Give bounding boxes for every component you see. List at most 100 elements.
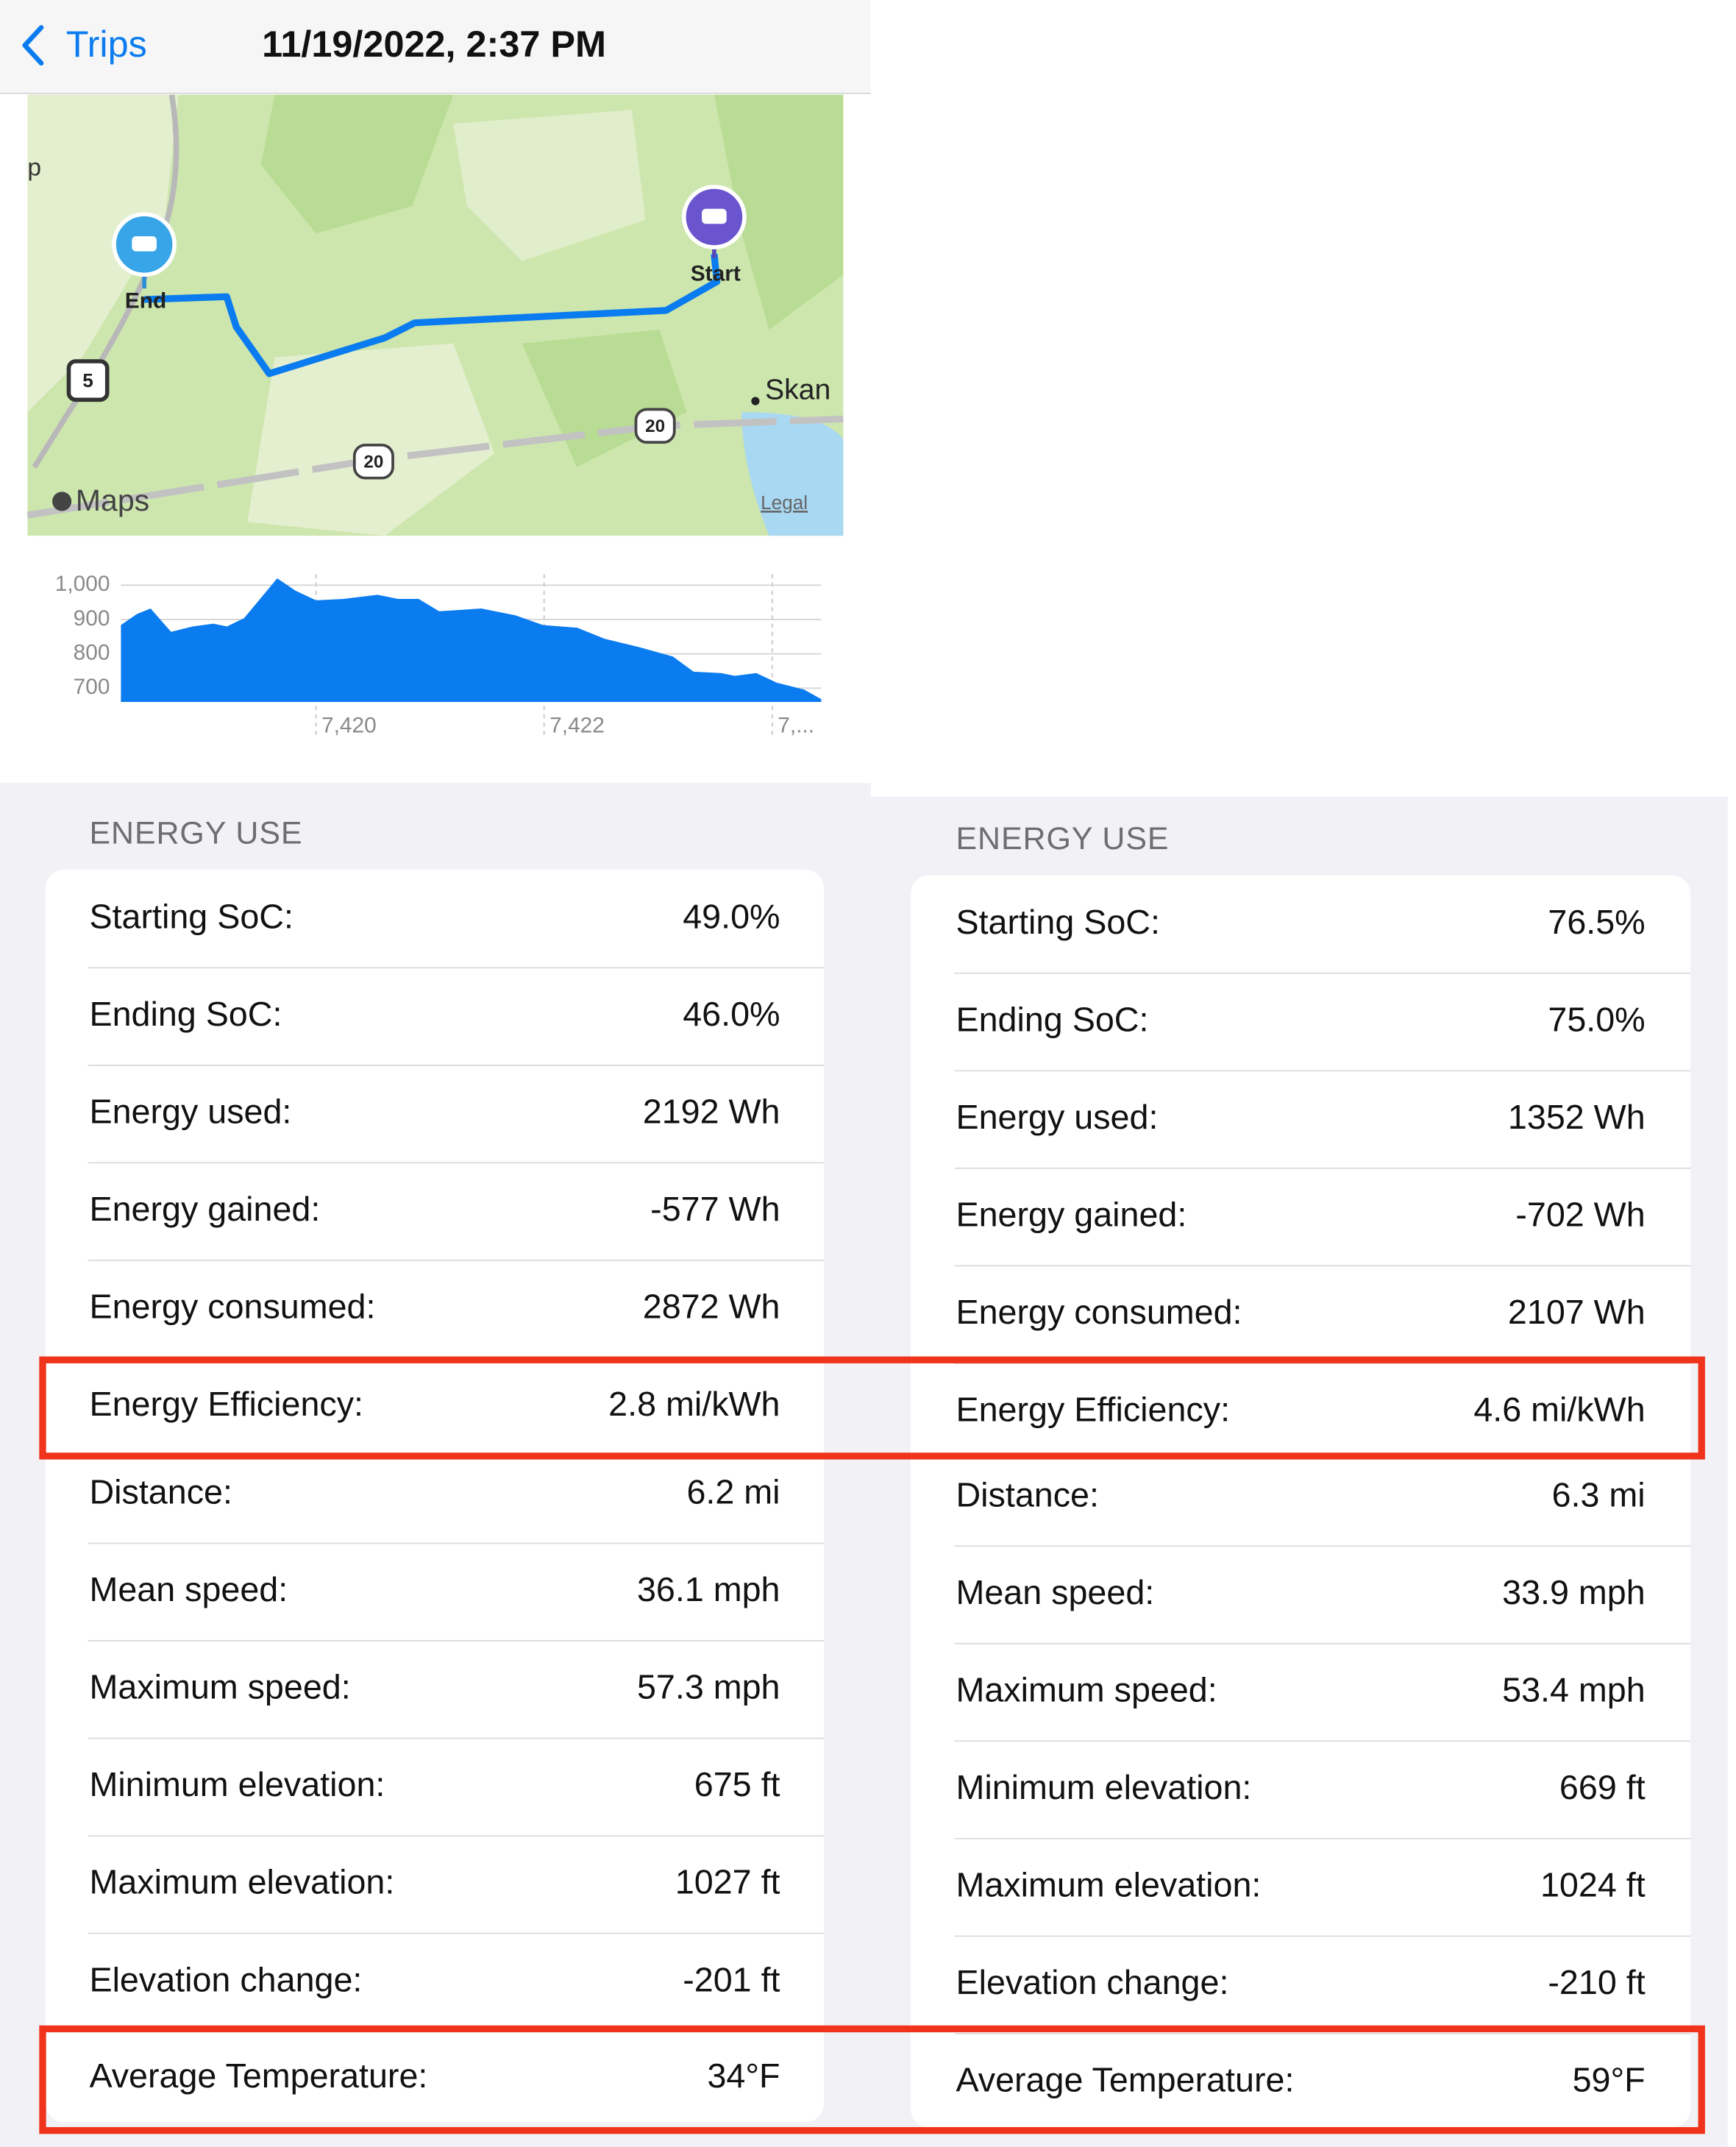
row-value: 76.5% xyxy=(1548,903,1645,941)
shield xyxy=(66,359,110,402)
elevation-area xyxy=(121,578,822,702)
y-tick-label: 800 xyxy=(74,641,110,665)
map-area xyxy=(453,110,646,261)
row-label: Maximum speed: xyxy=(89,1668,350,1706)
back-chevron[interactable] xyxy=(22,25,44,66)
map-label: Skan xyxy=(765,374,830,405)
row-value: 1352 Wh xyxy=(1508,1098,1646,1136)
row-value: 2192 Wh xyxy=(643,1092,780,1130)
row-value: -577 Wh xyxy=(650,1190,780,1228)
row-label: Energy consumed: xyxy=(89,1288,375,1326)
road xyxy=(26,415,844,519)
row-value: 49.0% xyxy=(683,897,780,935)
car-icon xyxy=(702,208,727,224)
row-value: 36.1 mph xyxy=(637,1570,780,1608)
row-value: 59°F xyxy=(1573,2061,1646,2099)
y-tick-label: 900 xyxy=(74,606,110,631)
row-value: 2107 Wh xyxy=(1508,1293,1646,1331)
row-value: 669 ft xyxy=(1559,1768,1646,1806)
end-pin[interactable] xyxy=(112,212,177,289)
nav-title: 11/19/2022, 2:37 PM xyxy=(262,23,606,65)
map-brand: Maps xyxy=(76,483,149,517)
start-pin[interactable] xyxy=(682,185,747,258)
row-value: 2.8 mi/kWh xyxy=(608,1385,780,1423)
shield-label: 20 xyxy=(363,453,383,472)
highlight-box xyxy=(39,2025,1705,2134)
shield xyxy=(352,444,394,480)
row-value: -702 Wh xyxy=(1515,1195,1645,1233)
map-area xyxy=(714,94,844,330)
car-icon xyxy=(132,236,157,252)
row-value: 6.3 mi xyxy=(1552,1475,1646,1513)
row-value: 4.6 mi/kWh xyxy=(1473,1391,1645,1429)
row-label: Elevation change: xyxy=(956,1963,1228,2001)
row-value: -210 ft xyxy=(1548,1963,1645,2001)
x-tick-label: 7,420 xyxy=(321,713,377,737)
map-area xyxy=(247,343,495,536)
row-value: 6.2 mi xyxy=(686,1473,780,1511)
row-label: Minimum elevation: xyxy=(956,1768,1251,1806)
row-label: Ending SoC: xyxy=(956,1000,1148,1038)
map-label: End xyxy=(125,289,166,313)
row-label: Energy Efficiency: xyxy=(89,1385,363,1423)
map-area xyxy=(260,94,454,234)
route xyxy=(143,253,721,377)
row-value: 675 ft xyxy=(694,1765,780,1803)
lake xyxy=(741,412,844,536)
card xyxy=(910,875,1691,2128)
row-label: Energy consumed: xyxy=(956,1293,1242,1331)
tables: ENERGY USE Starting SoC: 49.0% Ending SoC: 4… xyxy=(88,815,1691,2099)
row-label: Distance: xyxy=(89,1473,232,1511)
map-label: p xyxy=(27,155,41,182)
row-value: -201 ft xyxy=(683,1960,780,1998)
y-tick-label: 1,000 xyxy=(55,572,110,596)
row-label: Mean speed: xyxy=(89,1570,288,1608)
row-value: 34°F xyxy=(707,2056,780,2095)
row-value: 33.9 mph xyxy=(1502,1573,1646,1611)
y-tick-label: 700 xyxy=(74,675,110,699)
map[interactable]: p End Start Skan 5 20 20 Maps Legal xyxy=(26,94,844,536)
row-label: Maximum speed: xyxy=(956,1670,1217,1708)
shield-label: 20 xyxy=(645,416,665,436)
map-area xyxy=(27,94,179,413)
row-label: Ending SoC: xyxy=(89,995,282,1033)
row-label: Starting SoC: xyxy=(956,903,1159,941)
row-value: 53.4 mph xyxy=(1502,1670,1646,1708)
row-label: Energy gained: xyxy=(956,1195,1187,1233)
map-label: Start xyxy=(691,261,741,285)
row-label: Energy Efficiency: xyxy=(956,1391,1230,1429)
row-label: Energy used: xyxy=(89,1092,291,1130)
apple-logo xyxy=(52,491,72,511)
elevation-chart: 1,000 900 800 700 7,420 7,422 7,... xyxy=(55,572,822,737)
row-label: Minimum elevation: xyxy=(89,1765,385,1803)
row-value: 1027 ft xyxy=(675,1863,780,1901)
highlight-box xyxy=(39,1356,1705,1460)
row-label: Energy gained: xyxy=(89,1190,320,1228)
row-label: Elevation change: xyxy=(89,1960,362,1998)
x-tick-label: 7,... xyxy=(778,713,814,737)
shield-label: 5 xyxy=(82,369,93,391)
card xyxy=(45,869,825,2123)
row-label: Energy used: xyxy=(956,1098,1158,1136)
row-label: Mean speed: xyxy=(956,1573,1154,1611)
row-label: Average Temperature: xyxy=(956,2061,1294,2099)
town-dot xyxy=(751,397,760,405)
section-header: ENERGY USE xyxy=(89,815,302,851)
row-label: Starting SoC: xyxy=(89,897,293,935)
row-value: 2872 Wh xyxy=(643,1288,780,1326)
row-label: Average Temperature: xyxy=(89,2056,427,2095)
legal-link[interactable]: Legal xyxy=(761,491,808,514)
row-label: Maximum elevation: xyxy=(89,1863,394,1901)
section-header: ENERGY USE xyxy=(956,821,1169,856)
nav-bar xyxy=(0,0,871,93)
x-tick-label: 7,422 xyxy=(549,713,605,737)
row-value: 46.0% xyxy=(683,995,780,1033)
row-value: 75.0% xyxy=(1548,1000,1645,1038)
row-label: Maximum elevation: xyxy=(956,1865,1261,1903)
row-label: Distance: xyxy=(956,1475,1099,1513)
row-value: 1024 ft xyxy=(1540,1865,1646,1903)
shield xyxy=(634,408,676,444)
back-button[interactable]: Trips xyxy=(66,23,147,65)
